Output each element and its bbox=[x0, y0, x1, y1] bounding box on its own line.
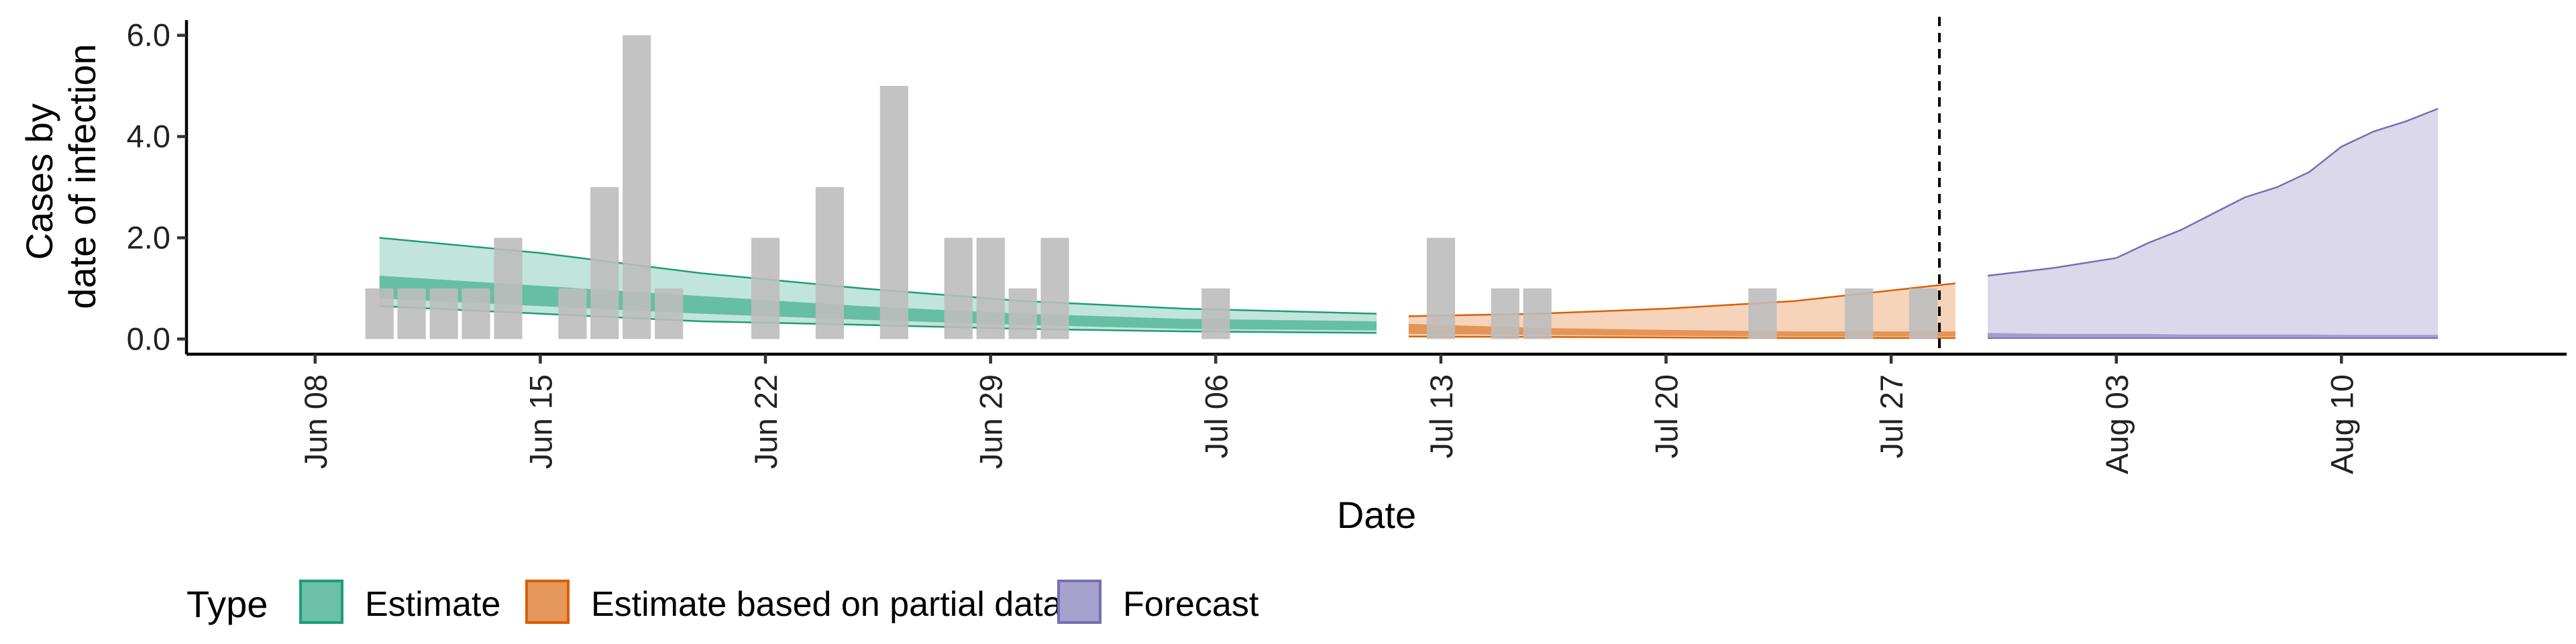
case-bar bbox=[815, 187, 844, 339]
partial-legend-key bbox=[525, 580, 570, 624]
x-tick-label: Jun 08 bbox=[298, 374, 333, 469]
forecast-outer-band bbox=[1988, 109, 2438, 338]
case-bar bbox=[590, 187, 619, 339]
case-bar bbox=[879, 86, 908, 339]
estimate-legend-label: Estimate bbox=[365, 585, 500, 624]
x-tick-label: Jun 22 bbox=[748, 374, 784, 469]
case-bar bbox=[1748, 288, 1777, 339]
case-bar bbox=[494, 237, 523, 339]
case-bar bbox=[1201, 288, 1230, 339]
x-tick-label: Jul 27 bbox=[1874, 374, 1909, 458]
case-bar bbox=[751, 237, 780, 339]
legend: Type Estimate Estimate based on partial da… bbox=[186, 580, 1259, 625]
y-axis-title-line-2: date of infection bbox=[61, 44, 103, 309]
axes bbox=[184, 20, 2567, 356]
case-bar bbox=[655, 288, 684, 339]
x-tick-label: Jul 13 bbox=[1424, 374, 1459, 458]
forecast-inner-band bbox=[1988, 333, 2438, 337]
y-ticks: 0.0 2.0 4.0 6.0 bbox=[127, 17, 186, 356]
x-axis-title: Date bbox=[1337, 494, 1416, 536]
case-bar bbox=[1426, 237, 1455, 339]
x-tick-label: Jul 06 bbox=[1198, 374, 1234, 458]
case-bar bbox=[623, 35, 651, 339]
case-bar bbox=[429, 288, 458, 339]
y-axis-title: Cases by date of infection bbox=[18, 44, 103, 309]
forecast-legend-key bbox=[1057, 580, 1102, 624]
case-bar bbox=[1491, 288, 1519, 339]
case-bar bbox=[976, 237, 1005, 339]
partial-legend-label: Estimate based on partial data bbox=[591, 585, 1063, 624]
x-tick-label: Jul 20 bbox=[1649, 374, 1684, 458]
case-bar bbox=[1008, 288, 1037, 339]
legend-title: Type bbox=[186, 583, 268, 625]
case-bar bbox=[944, 237, 973, 339]
case-bar bbox=[1845, 288, 1874, 339]
x-tick-label: Aug 03 bbox=[2099, 374, 2135, 474]
case-bar bbox=[397, 288, 426, 339]
x-ticks: Jun 08 Jun 15 Jun 22 Jun 29 Jul 06 Jul 13 Jul … bbox=[298, 354, 2359, 474]
forecast-legend-label: Forecast bbox=[1123, 585, 1259, 624]
case-bar bbox=[1040, 237, 1069, 339]
case-bar bbox=[1523, 288, 1552, 339]
reported-cases-bars bbox=[365, 35, 1938, 339]
x-tick-label: Jun 15 bbox=[523, 374, 558, 469]
y-tick-label: 6.0 bbox=[127, 17, 170, 53]
x-tick-label: Aug 10 bbox=[2324, 374, 2359, 474]
estimate-outer-upper-line bbox=[379, 237, 1377, 315]
y-tick-label: 0.0 bbox=[127, 321, 170, 356]
y-tick-label: 4.0 bbox=[127, 119, 170, 154]
estimate-legend-key bbox=[299, 580, 343, 624]
case-bar bbox=[365, 288, 394, 339]
y-tick-label: 2.0 bbox=[127, 219, 170, 255]
case-bar bbox=[1909, 288, 1938, 339]
case-bar bbox=[558, 288, 587, 339]
estimate-outer-lower-line bbox=[379, 305, 1377, 334]
forecast-outer-upper-line bbox=[1987, 107, 2438, 277]
case-bar bbox=[462, 288, 490, 339]
x-tick-label: Jun 29 bbox=[973, 374, 1009, 469]
y-axis-title-line-1: Cases by bbox=[18, 103, 60, 260]
estimate-bands bbox=[379, 107, 2438, 339]
